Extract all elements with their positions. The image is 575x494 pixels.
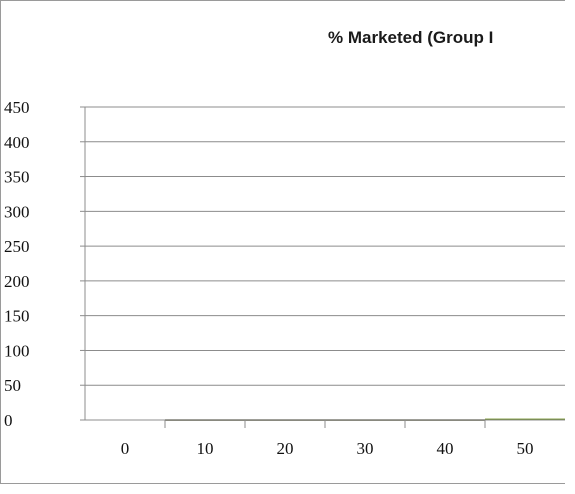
x-tick-label: 40 [437,439,454,458]
x-tick-label: 10 [197,439,214,458]
x-tick-labels: 0 10 20 30 40 50 [121,439,534,458]
x-tick-label: 20 [277,439,294,458]
y-tick-label: 0 [4,411,13,430]
y-tick-label: 50 [4,376,21,395]
y-tick-label: 250 [4,237,30,256]
y-tick-label: 150 [4,307,30,326]
x-tick-label: 30 [357,439,374,458]
gridlines [85,106,565,386]
y-tick-label: 300 [4,202,30,221]
y-tick-label: 450 [4,98,30,117]
x-tick-label: 0 [121,439,130,458]
y-tick-labels: 0 50 100 150 200 250 300 350 400 450 [4,98,30,430]
y-tick-label: 100 [4,341,30,360]
axes [80,106,565,428]
y-tick-label: 200 [4,272,30,291]
y-tick-label: 400 [4,133,30,152]
x-tick-label: 50 [517,439,534,458]
chart-title: % Marketed (Group I [328,28,494,47]
y-tick-label: 350 [4,168,30,187]
chart-frame [0,0,565,484]
bar [485,418,565,421]
